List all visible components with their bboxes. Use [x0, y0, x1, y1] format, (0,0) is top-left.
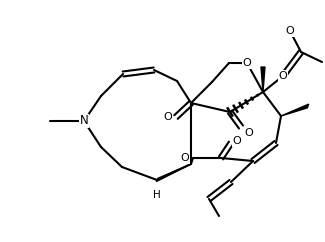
Text: O: O: [243, 58, 251, 68]
Text: O: O: [163, 112, 172, 122]
Polygon shape: [156, 164, 191, 182]
Polygon shape: [261, 67, 265, 92]
Text: O: O: [279, 71, 287, 81]
Polygon shape: [281, 104, 309, 116]
Text: N: N: [80, 114, 88, 128]
Text: O: O: [245, 128, 254, 138]
Text: O: O: [233, 136, 241, 146]
Text: O: O: [181, 153, 189, 163]
Text: O: O: [286, 26, 294, 36]
Text: H: H: [153, 190, 161, 200]
